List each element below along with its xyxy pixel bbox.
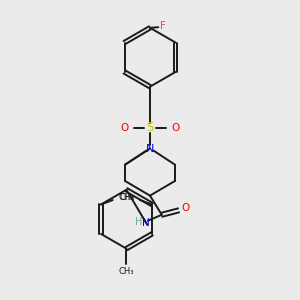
Text: CH₃: CH₃	[119, 267, 134, 276]
Text: O: O	[120, 123, 128, 133]
Text: F: F	[160, 21, 166, 31]
Text: N: N	[146, 143, 154, 154]
Text: H: H	[135, 217, 143, 227]
Text: N: N	[142, 218, 150, 228]
Text: O: O	[172, 123, 180, 133]
Text: CH₃: CH₃	[118, 193, 134, 202]
Text: S: S	[146, 122, 154, 134]
Text: CH₃: CH₃	[119, 193, 135, 202]
Text: O: O	[181, 203, 190, 213]
